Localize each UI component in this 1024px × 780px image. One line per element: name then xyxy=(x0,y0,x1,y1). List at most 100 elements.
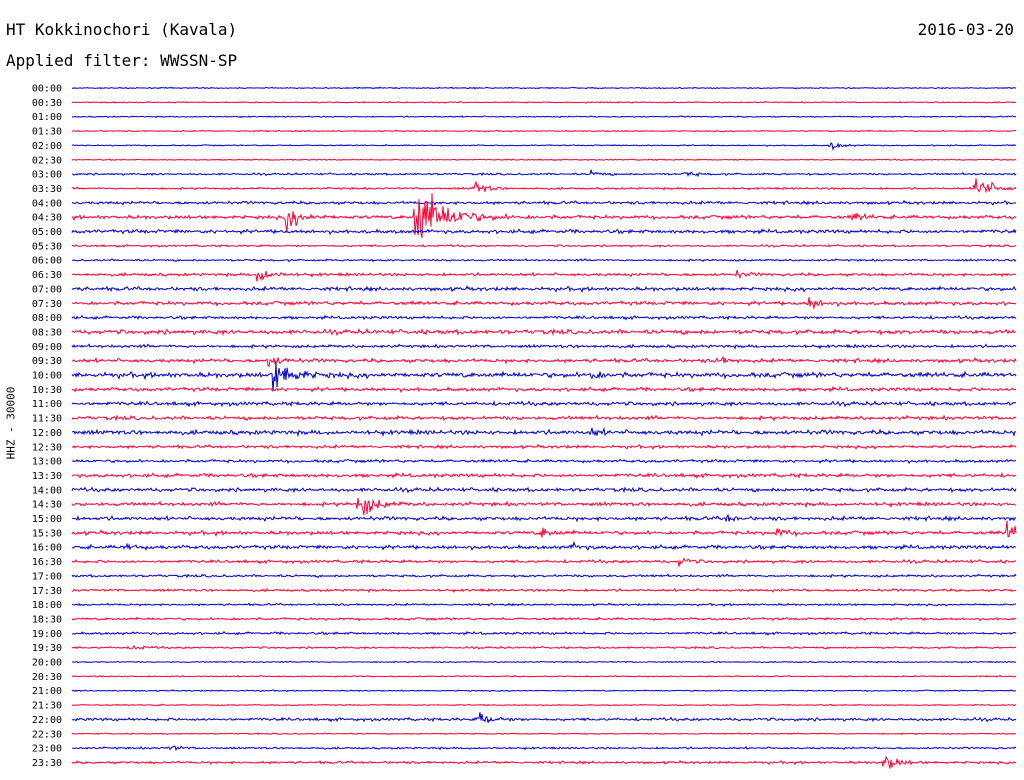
row-time-label: 02:30 xyxy=(32,155,62,166)
row-time-label: 20:00 xyxy=(32,658,62,669)
trace-line xyxy=(71,243,1017,248)
row-time-label: 14:00 xyxy=(32,485,62,496)
row-time-label: 00:30 xyxy=(32,98,62,109)
trace-line xyxy=(71,169,1017,178)
row-time-label: 13:00 xyxy=(32,457,62,468)
trace-line xyxy=(71,178,1017,194)
trace-line xyxy=(71,674,1017,678)
row-time-label: 13:30 xyxy=(32,471,62,482)
row-time-label: 22:00 xyxy=(32,715,62,726)
row-time-label: 18:00 xyxy=(32,600,62,611)
trace-line xyxy=(71,755,1017,769)
row-time-label: 20:30 xyxy=(32,672,62,683)
trace-line xyxy=(71,602,1017,607)
row-time-label: 21:00 xyxy=(32,686,62,697)
row-time-label: 08:00 xyxy=(32,313,62,324)
row-time-label: 00:00 xyxy=(32,84,62,95)
row-time-label: 09:00 xyxy=(32,342,62,353)
row-time-label: 16:30 xyxy=(32,557,62,568)
row-time-label: 08:30 xyxy=(32,327,62,338)
trace-line xyxy=(71,100,1017,104)
trace-line xyxy=(71,587,1017,594)
trace-line xyxy=(71,258,1017,263)
trace-line xyxy=(71,513,1017,523)
trace-line xyxy=(71,327,1017,337)
trace-line xyxy=(71,228,1017,236)
trace-line xyxy=(71,269,1017,282)
trace-line xyxy=(71,199,1017,206)
trace-line xyxy=(71,414,1017,422)
trace-line xyxy=(71,497,1017,515)
trace-line xyxy=(71,660,1017,664)
row-time-label: 07:00 xyxy=(32,284,62,295)
row-time-label: 19:30 xyxy=(32,643,62,654)
trace-line xyxy=(71,520,1017,538)
trace-line xyxy=(71,458,1017,465)
filter-label: Applied filter: WWSSN-SP xyxy=(6,51,238,70)
row-time-label: 12:30 xyxy=(32,442,62,453)
record-date: 2016-03-20 xyxy=(917,20,1014,39)
trace-line xyxy=(71,86,1017,90)
trace-line xyxy=(71,689,1017,693)
trace-line xyxy=(71,192,1017,238)
row-time-label: 07:30 xyxy=(32,299,62,310)
trace-line xyxy=(71,355,1017,368)
trace-line xyxy=(71,471,1017,480)
trace-line xyxy=(71,616,1017,622)
trace-line xyxy=(71,343,1017,350)
row-time-label: 15:00 xyxy=(32,514,62,525)
row-time-label: 11:00 xyxy=(32,399,62,410)
row-time-label: 03:30 xyxy=(32,184,62,195)
row-time-label: 17:30 xyxy=(32,586,62,597)
row-time-label: 04:00 xyxy=(32,198,62,209)
row-time-label: 23:30 xyxy=(32,758,62,769)
row-time-label: 18:30 xyxy=(32,614,62,625)
row-time-label: 01:00 xyxy=(32,112,62,123)
trace-line xyxy=(71,573,1017,579)
trace-line xyxy=(71,703,1017,707)
trace-line xyxy=(71,557,1017,567)
row-time-label: 09:30 xyxy=(32,356,62,367)
trace-line xyxy=(71,399,1017,408)
row-time-label: 02:00 xyxy=(32,141,62,152)
trace-line xyxy=(71,630,1017,636)
trace-line xyxy=(71,129,1017,133)
row-time-label: 06:30 xyxy=(32,270,62,281)
row-time-label: 10:00 xyxy=(32,371,62,382)
row-time-label: 06:00 xyxy=(32,256,62,267)
row-time-label: 03:00 xyxy=(32,170,62,181)
trace-line xyxy=(71,141,1017,151)
row-time-label: 04:30 xyxy=(32,213,62,224)
row-time-label: 22:30 xyxy=(32,729,62,740)
trace-line xyxy=(71,486,1017,494)
row-time-label: 01:30 xyxy=(32,127,62,138)
trace-line xyxy=(71,540,1017,551)
trace-line xyxy=(71,296,1017,309)
trace-line xyxy=(71,644,1017,651)
trace-line xyxy=(71,745,1017,751)
trace-line xyxy=(71,712,1017,723)
station-title: HT Kokkinochori (Kavala) xyxy=(6,20,238,39)
row-time-label: 05:00 xyxy=(32,227,62,238)
row-time-label: 17:00 xyxy=(32,571,62,582)
row-time-label: 15:30 xyxy=(32,528,62,539)
trace-line xyxy=(71,115,1017,119)
row-time-label: 05:30 xyxy=(32,241,62,252)
row-time-label: 21:30 xyxy=(32,701,62,712)
trace-line xyxy=(71,426,1017,438)
row-time-label: 12:00 xyxy=(32,428,62,439)
trace-line xyxy=(71,443,1017,451)
row-time-label: 14:30 xyxy=(32,500,62,511)
row-time-label: 10:30 xyxy=(32,385,62,396)
row-time-label: 16:00 xyxy=(32,543,62,554)
trace-line xyxy=(71,158,1017,162)
trace-line xyxy=(71,285,1017,293)
row-time-label: 19:00 xyxy=(32,629,62,640)
row-time-label: 23:00 xyxy=(32,744,62,755)
trace-line xyxy=(71,362,1017,392)
trace-line xyxy=(71,385,1017,394)
trace-line xyxy=(71,732,1017,736)
row-time-label: 11:30 xyxy=(32,414,62,425)
trace-line xyxy=(71,314,1017,321)
